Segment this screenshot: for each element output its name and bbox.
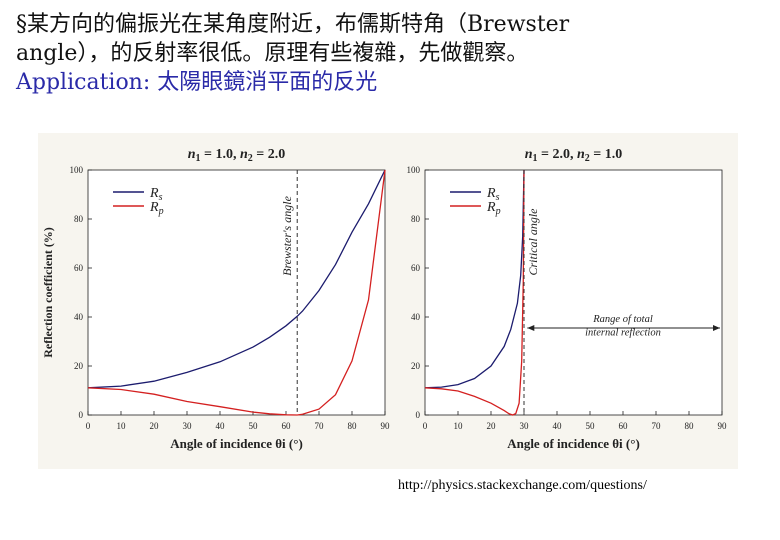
application-line: Application: 太陽眼鏡消平面的反光 bbox=[16, 68, 776, 97]
legend-label-main: R bbox=[486, 200, 496, 215]
y-tick-label: 80 bbox=[74, 214, 84, 224]
y-tick-label: 40 bbox=[411, 312, 421, 322]
critical-angle-label: Critical angle bbox=[526, 208, 540, 276]
chart-title-part: n bbox=[525, 147, 533, 162]
range-arrow-left-head bbox=[527, 325, 535, 332]
x-tick-label: 30 bbox=[520, 421, 530, 431]
legend-label-main: R bbox=[149, 186, 159, 201]
x-tick-label: 20 bbox=[487, 421, 497, 431]
chart-title-part: 1 bbox=[196, 153, 201, 164]
x-tick-label: 50 bbox=[249, 421, 259, 431]
x-tick-label: 80 bbox=[685, 421, 695, 431]
series-rs-line bbox=[87, 169, 386, 389]
chart-title-part: = 2.0 bbox=[253, 147, 285, 162]
legend-label-rs: Rs bbox=[149, 186, 163, 203]
chart-title: n1 = 2.0, n2 = 1.0 bbox=[525, 147, 623, 164]
x-tick-label: 0 bbox=[86, 421, 91, 431]
chart-title-part: n bbox=[240, 147, 248, 162]
legend-label-sub: p bbox=[158, 206, 164, 217]
x-tick-label: 40 bbox=[553, 421, 563, 431]
plot-frame bbox=[87, 169, 386, 416]
y-tick-label: 20 bbox=[74, 361, 84, 371]
legend-label-main: R bbox=[486, 186, 496, 201]
y-tick-label: 100 bbox=[407, 165, 421, 175]
reflection-figure: 0 10 20 30 40 50 60 70 80 90 0 20 40 60 80 100 n1 = 1.0,… bbox=[38, 133, 738, 469]
legend-label-rs: Rs bbox=[486, 186, 500, 203]
chart-title-part: 2 bbox=[248, 153, 253, 164]
x-tick-label: 70 bbox=[652, 421, 662, 431]
x-tick-label: 70 bbox=[315, 421, 325, 431]
x-tick-label: 30 bbox=[183, 421, 193, 431]
slide-line-2: angle），的反射率很低。原理有些複雜，先做觀察。 bbox=[16, 41, 529, 66]
chart-title-part: = 1.0 bbox=[590, 147, 622, 162]
x-tick-label: 60 bbox=[282, 421, 292, 431]
slide-text: §某方向的偏振光在某角度附近，布儒斯特角（Brewster angle），的反射… bbox=[16, 10, 776, 97]
y-tick-label: 40 bbox=[74, 312, 84, 322]
chart-title-part: = 2.0, bbox=[538, 147, 577, 162]
x-tick-label: 50 bbox=[586, 421, 596, 431]
x-tick-label: 90 bbox=[718, 421, 728, 431]
y-tick-label: 100 bbox=[70, 165, 84, 175]
brewster-angle-label: Brewster's angle bbox=[280, 195, 294, 275]
legend-label-sub: p bbox=[495, 206, 501, 217]
y-tick-label: 0 bbox=[416, 410, 421, 420]
legend-label-rp: Rp bbox=[149, 200, 164, 217]
plot-frame bbox=[424, 169, 723, 416]
chart-title: n1 = 1.0, n2 = 2.0 bbox=[188, 147, 286, 164]
application-prefix: Application: bbox=[16, 70, 151, 95]
x-tick-label: 10 bbox=[117, 421, 127, 431]
x-tick-label: 40 bbox=[216, 421, 226, 431]
series-rp-line bbox=[87, 169, 386, 416]
chart-title-part: 2 bbox=[585, 153, 590, 164]
y-axis-label: Reflection coefficient (%) bbox=[41, 227, 55, 358]
y-tick-label: 60 bbox=[411, 263, 421, 273]
chart-title-part: = 1.0, bbox=[201, 147, 240, 162]
chart-title-part: 1 bbox=[533, 153, 538, 164]
slide-line-1: §某方向的偏振光在某角度附近，布儒斯特角（Brewster bbox=[16, 12, 570, 37]
x-axis-label: Angle of incidence θi (°) bbox=[170, 436, 303, 451]
y-tick-label: 0 bbox=[79, 410, 84, 420]
legend-label-sub: s bbox=[159, 192, 163, 203]
x-tick-label: 90 bbox=[381, 421, 391, 431]
x-tick-label: 80 bbox=[348, 421, 358, 431]
chart-title-part: n bbox=[577, 147, 585, 162]
range-label-line-2: internal reflection bbox=[585, 327, 661, 338]
x-tick-label: 10 bbox=[454, 421, 464, 431]
application-text: 太陽眼鏡消平面的反光 bbox=[157, 70, 378, 95]
legend-label-rp: Rp bbox=[486, 200, 501, 217]
chart-title-part: n bbox=[188, 147, 196, 162]
legend-label-main: R bbox=[149, 200, 159, 215]
x-axis-label: Angle of incidence θi (°) bbox=[507, 436, 640, 451]
range-arrow-right-head bbox=[713, 325, 720, 332]
range-label-line-1: Range of total bbox=[592, 314, 653, 325]
legend-label-sub: s bbox=[496, 192, 500, 203]
x-tick-label: 0 bbox=[423, 421, 428, 431]
source-url: http://physics.stackexchange.com/questio… bbox=[398, 478, 647, 493]
x-tick-label: 60 bbox=[619, 421, 629, 431]
y-tick-label: 20 bbox=[411, 361, 421, 371]
y-tick-label: 80 bbox=[411, 214, 421, 224]
series-rs-line bbox=[424, 169, 525, 389]
series-rp-line bbox=[424, 169, 525, 416]
x-tick-label: 20 bbox=[150, 421, 160, 431]
y-tick-label: 60 bbox=[74, 263, 84, 273]
